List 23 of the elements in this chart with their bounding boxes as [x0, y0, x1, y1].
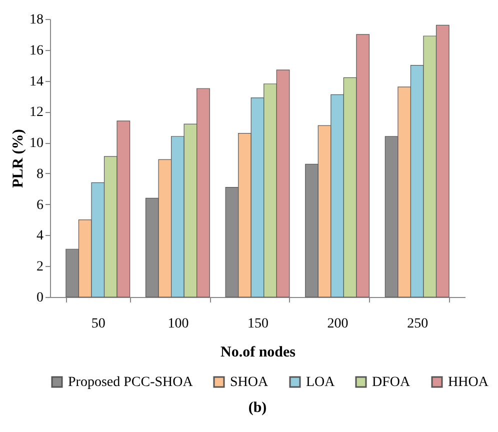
y-tick-label: 10: [30, 136, 44, 152]
x-tick-label: 250: [407, 316, 428, 332]
y-tick-label: 4: [36, 228, 44, 244]
y-tick-label: 16: [30, 43, 44, 58]
y-tick-label: 0: [36, 290, 44, 306]
legend-label: HHOA: [448, 375, 490, 390]
y-tick-label: 6: [36, 198, 44, 213]
x-tick-label: 200: [327, 316, 348, 332]
legend-label: SHOA: [230, 375, 270, 390]
y-tick-label: 14: [30, 74, 44, 90]
y-tick-label: 12: [30, 105, 44, 120]
y-axis-title: PLR (%): [10, 129, 26, 188]
x-tick-label: 50: [91, 316, 106, 332]
y-tick-label: 8: [36, 166, 44, 182]
y-tick-label: 2: [36, 260, 44, 275]
legend-label: Proposed PCC-SHOA: [68, 375, 194, 390]
x-tick-label: 100: [168, 316, 189, 332]
x-tick-label: 150: [248, 316, 268, 332]
x-axis-title: No.of nodes: [220, 344, 296, 360]
legend-label: DFOA: [372, 375, 412, 390]
legend-label: LOA: [306, 375, 336, 390]
y-tick-label: 18: [30, 12, 44, 28]
text: (b): [248, 400, 267, 416]
